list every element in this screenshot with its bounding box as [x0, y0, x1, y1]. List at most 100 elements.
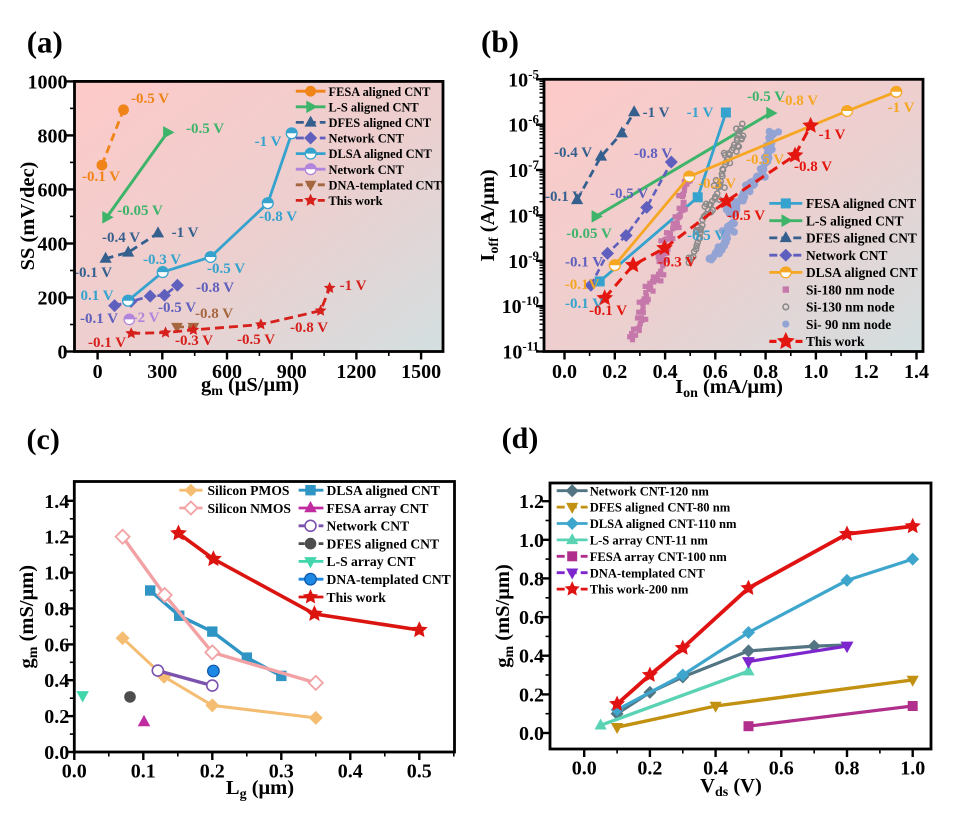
- svg-text:-0.5 V: -0.5 V: [158, 300, 196, 316]
- svg-text:-0.5 V: -0.5 V: [727, 208, 765, 224]
- svg-text:L-S aligned CNT: L-S aligned CNT: [806, 214, 904, 229]
- svg-text:DFES aligned CNT: DFES aligned CNT: [329, 116, 432, 130]
- svg-text:DNA-templated CNT: DNA-templated CNT: [329, 178, 443, 192]
- svg-text:DLSA aligned CNT: DLSA aligned CNT: [329, 147, 433, 161]
- svg-text:SS (mV/dec): SS (mV/dec): [17, 162, 39, 271]
- svg-text:-0.8 V: -0.8 V: [290, 320, 328, 336]
- svg-text:DNA-templated CNT: DNA-templated CNT: [327, 572, 451, 587]
- svg-text:-1 V: -1 V: [643, 105, 670, 121]
- svg-text:0.2: 0.2: [637, 758, 662, 780]
- svg-text:1.0: 1.0: [44, 563, 69, 585]
- svg-text:-0.8 V: -0.8 V: [259, 209, 297, 225]
- svg-text:FESA aligned CNT: FESA aligned CNT: [806, 196, 916, 211]
- svg-text:-0.4 V: -0.4 V: [554, 145, 592, 161]
- svg-text:L-S array CNT: L-S array CNT: [327, 554, 416, 569]
- svg-text:Silicon PMOS: Silicon PMOS: [208, 483, 290, 498]
- svg-text:10-5: 10-5: [508, 66, 539, 91]
- svg-text:(c): (c): [27, 423, 60, 456]
- svg-text:1.0: 1.0: [519, 530, 544, 552]
- svg-text:Si-130 nm node: Si-130 nm node: [806, 300, 895, 315]
- svg-text:Ioff (A/μm): Ioff (A/μm): [477, 169, 502, 261]
- svg-text:600: 600: [212, 361, 242, 383]
- svg-text:FESA aligned CNT: FESA aligned CNT: [329, 85, 432, 99]
- svg-text:This work: This work: [327, 590, 387, 605]
- svg-text:0.8: 0.8: [753, 361, 778, 383]
- svg-text:0.2: 0.2: [519, 684, 544, 706]
- svg-text:FESA array CNT-100 nm: FESA array CNT-100 nm: [590, 550, 728, 564]
- svg-text:-1 V: -1 V: [888, 100, 915, 116]
- svg-text:0.5: 0.5: [407, 761, 432, 783]
- svg-text:-0.1 V: -0.1 V: [565, 255, 603, 271]
- svg-text:0.6: 0.6: [44, 634, 69, 656]
- svg-text:300: 300: [147, 361, 177, 383]
- svg-text:0: 0: [93, 361, 103, 383]
- svg-text:-0.4 V: -0.4 V: [102, 230, 140, 246]
- svg-text:1.2: 1.2: [44, 527, 69, 549]
- svg-text:400: 400: [38, 234, 68, 256]
- svg-text:1000: 1000: [28, 71, 68, 93]
- svg-text:0.2: 0.2: [44, 706, 69, 728]
- svg-text:-0.1 V: -0.1 V: [74, 265, 112, 281]
- svg-text:0.4: 0.4: [653, 361, 678, 383]
- svg-text:-2 V: -2 V: [133, 310, 160, 326]
- svg-text:-0.3 V: -0.3 V: [175, 333, 213, 349]
- svg-text:-0.3 V: -0.3 V: [658, 255, 696, 271]
- svg-text:0.0: 0.0: [519, 723, 544, 745]
- svg-text:-0.3 V: -0.3 V: [143, 252, 181, 268]
- svg-text:-0.5 V: -0.5 V: [207, 261, 245, 277]
- svg-text:FESA array CNT: FESA array CNT: [327, 501, 429, 516]
- svg-text:Si- 90 nm node: Si- 90 nm node: [806, 317, 891, 332]
- svg-text:-0.1 V: -0.1 V: [589, 303, 627, 319]
- svg-text:-0.1 V: -0.1 V: [88, 335, 126, 351]
- svg-text:-0.5 V: -0.5 V: [131, 91, 169, 107]
- svg-text:(b): (b): [481, 24, 519, 59]
- svg-text:(d): (d): [502, 422, 539, 455]
- svg-text:This work-200 nm: This work-200 nm: [590, 583, 689, 597]
- svg-text:-0.05 V: -0.05 V: [117, 203, 163, 219]
- svg-text:0.1: 0.1: [131, 761, 156, 783]
- svg-text:0.0: 0.0: [552, 361, 577, 383]
- svg-text:-0.5 V: -0.5 V: [746, 152, 784, 168]
- svg-text:0: 0: [58, 342, 68, 364]
- svg-text:-0.1 V: -0.1 V: [565, 296, 603, 312]
- svg-text:Si-180 nm node: Si-180 nm node: [806, 282, 895, 297]
- svg-text:-0.5 V: -0.5 V: [747, 89, 785, 105]
- svg-text:-0.5 V: -0.5 V: [186, 121, 224, 137]
- svg-text:Silicon NMOS: Silicon NMOS: [208, 501, 291, 516]
- svg-text:-0.8 V: -0.8 V: [780, 93, 818, 109]
- svg-text:Network CNT: Network CNT: [806, 248, 888, 263]
- svg-text:Network CNT: Network CNT: [327, 519, 410, 534]
- svg-text:10-8: 10-8: [508, 202, 539, 227]
- svg-text:0.2: 0.2: [602, 361, 627, 383]
- svg-text:10-9: 10-9: [508, 248, 539, 273]
- svg-text:1.4: 1.4: [44, 491, 69, 513]
- svg-text:0.6: 0.6: [769, 758, 794, 780]
- svg-text:-1 V: -1 V: [819, 127, 846, 143]
- svg-text:DFES aligned CNT: DFES aligned CNT: [806, 231, 917, 246]
- svg-text:1.0: 1.0: [900, 758, 925, 780]
- svg-text:900: 900: [277, 361, 307, 383]
- svg-text:10-10: 10-10: [502, 293, 539, 318]
- svg-text:(a): (a): [27, 25, 63, 60]
- svg-text:-0.8 V: -0.8 V: [794, 159, 832, 175]
- svg-text:DFES aligned CNT: DFES aligned CNT: [327, 536, 440, 551]
- svg-text:0.6: 0.6: [519, 607, 544, 629]
- svg-text:DNA-templated CNT: DNA-templated CNT: [590, 566, 706, 580]
- svg-text:DLSA aligned CNT: DLSA aligned CNT: [806, 265, 918, 280]
- svg-text:L-S array CNT-11 nm: L-S array CNT-11 nm: [590, 534, 709, 548]
- svg-text:DFES aligned CNT-80 nm: DFES aligned CNT-80 nm: [590, 501, 731, 515]
- svg-text:-0.5 V: -0.5 V: [610, 186, 648, 202]
- svg-text:-0.8 V: -0.8 V: [195, 306, 233, 322]
- svg-text:0.0: 0.0: [572, 758, 597, 780]
- svg-text:-1 V: -1 V: [255, 134, 282, 150]
- svg-text:0.4: 0.4: [519, 646, 544, 668]
- svg-text:1.2: 1.2: [519, 491, 544, 513]
- svg-text:DLSA aligned CNT: DLSA aligned CNT: [327, 483, 440, 498]
- svg-text:0.3: 0.3: [269, 761, 294, 783]
- svg-text:-0.5 V: -0.5 V: [687, 228, 725, 244]
- svg-text:10-6: 10-6: [508, 112, 539, 137]
- svg-text:800: 800: [38, 125, 68, 147]
- svg-text:L-S aligned CNT: L-S aligned CNT: [329, 100, 420, 114]
- svg-text:0.4: 0.4: [703, 758, 728, 780]
- svg-text:0.8: 0.8: [519, 568, 544, 590]
